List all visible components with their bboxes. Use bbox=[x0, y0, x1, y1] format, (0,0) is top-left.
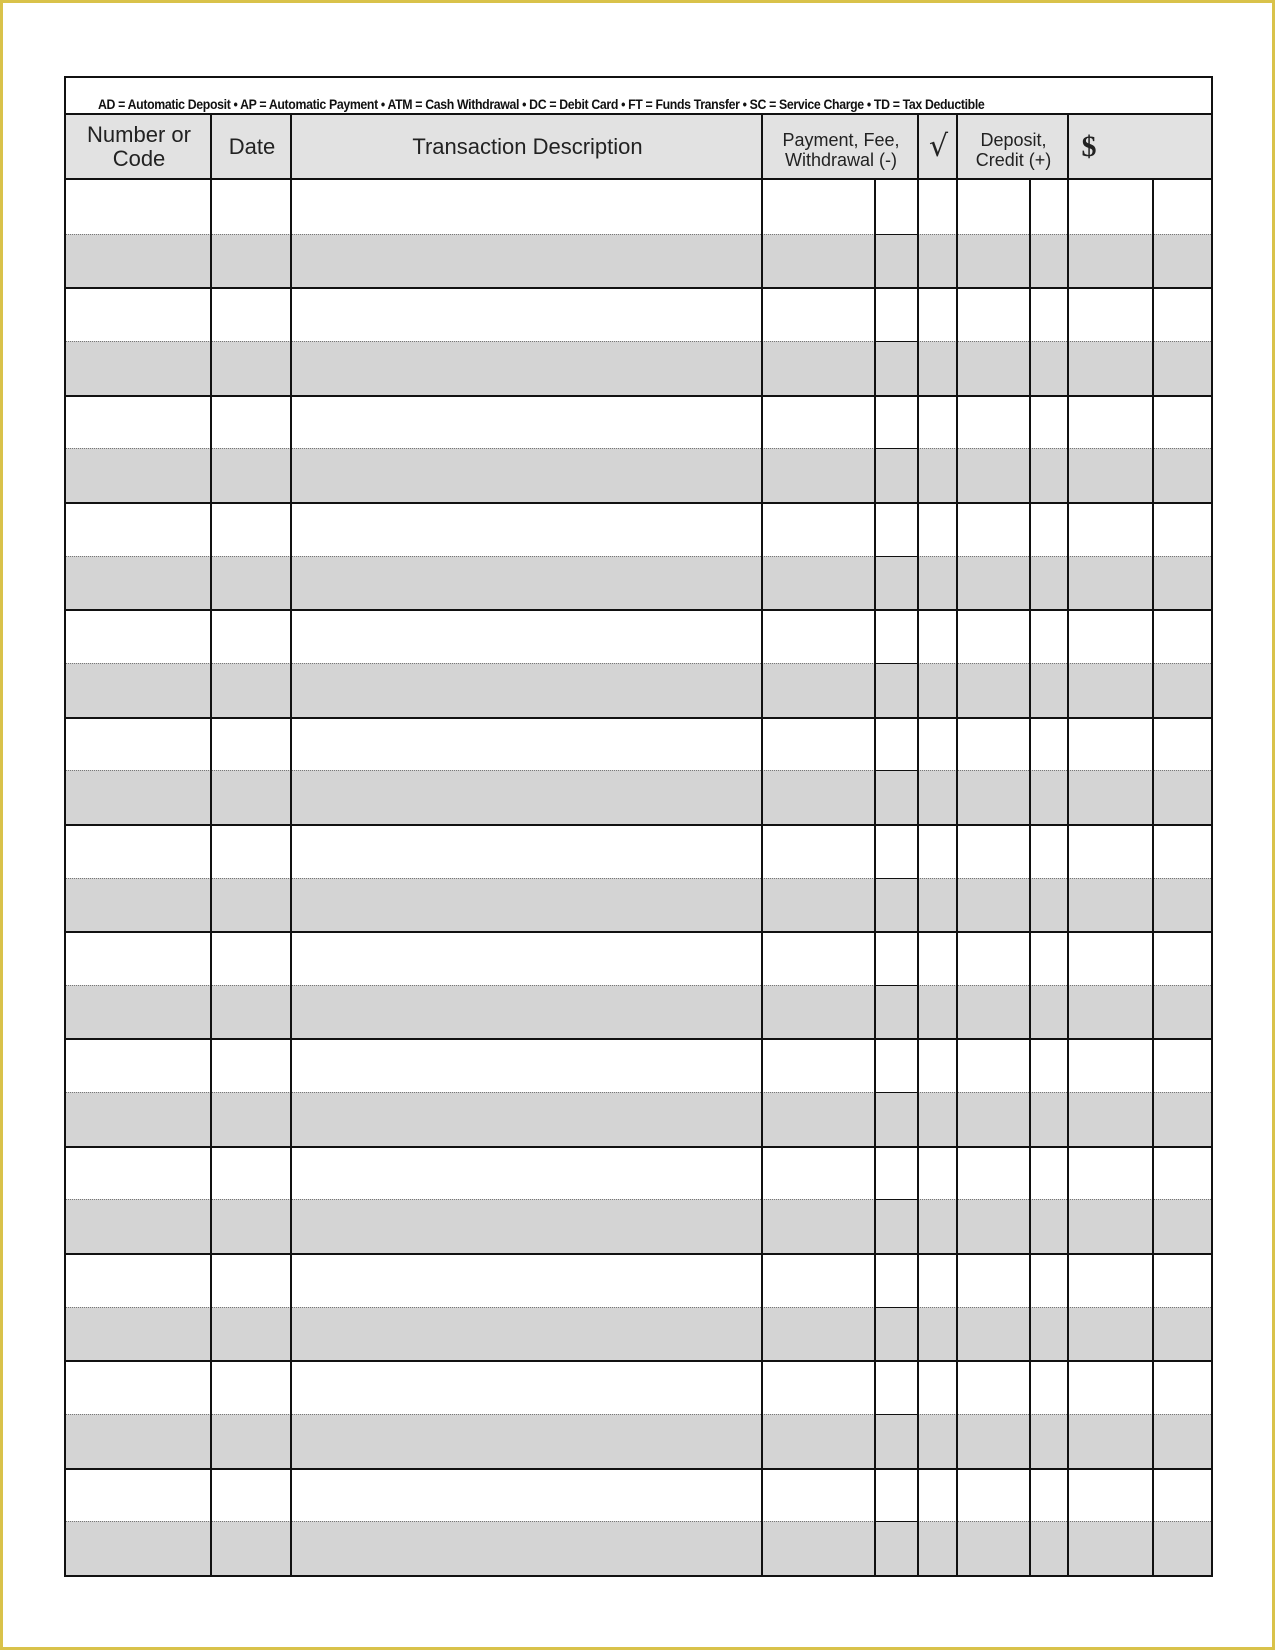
row-subdivider bbox=[874, 1414, 918, 1416]
register-entry-row[interactable] bbox=[66, 716, 1211, 771]
header-deposit: Deposit, Credit (+) bbox=[975, 129, 1052, 170]
register-entry-row[interactable] bbox=[66, 1360, 1211, 1414]
register-entry-row[interactable] bbox=[66, 931, 1211, 985]
register-rows bbox=[66, 180, 1211, 1575]
register-memo-row[interactable] bbox=[66, 662, 1211, 717]
cents-divider bbox=[874, 180, 876, 1575]
row-subdivider bbox=[874, 555, 918, 557]
register-memo-row[interactable] bbox=[66, 555, 1211, 610]
header-date: Date bbox=[228, 133, 276, 159]
register-entry-row[interactable] bbox=[66, 1038, 1211, 1092]
register-memo-row[interactable] bbox=[66, 340, 1211, 395]
row-subdivider bbox=[874, 1306, 918, 1308]
register-memo-row[interactable] bbox=[66, 877, 1211, 932]
header-check-icon: √ bbox=[928, 128, 949, 164]
col-divider bbox=[290, 115, 292, 1575]
register-memo-row[interactable] bbox=[66, 1092, 1211, 1146]
register-memo-row[interactable] bbox=[66, 1414, 1211, 1468]
row-subdivider bbox=[874, 662, 918, 664]
row-subdivider bbox=[874, 770, 918, 772]
register-entry-row[interactable] bbox=[66, 180, 1211, 234]
col-divider bbox=[956, 115, 958, 1575]
register-entry-row[interactable] bbox=[66, 1145, 1211, 1200]
row-subdivider bbox=[874, 340, 918, 342]
header-number-or-code: Number or Code bbox=[87, 122, 191, 171]
cents-divider bbox=[1152, 180, 1154, 1575]
register-entry-row[interactable] bbox=[66, 394, 1211, 449]
cents-divider bbox=[1029, 180, 1031, 1575]
register-entry-row[interactable] bbox=[66, 287, 1211, 341]
header-balance-dollar: $ bbox=[1081, 129, 1097, 163]
row-subdivider bbox=[874, 877, 918, 879]
register-memo-row[interactable] bbox=[66, 770, 1211, 824]
col-divider bbox=[761, 115, 763, 1575]
col-divider bbox=[917, 115, 919, 1575]
legend-text: AD = Automatic Deposit • AP = Automatic … bbox=[98, 96, 985, 112]
row-subdivider bbox=[874, 984, 918, 986]
row-subdivider bbox=[874, 1521, 918, 1523]
register-entry-row[interactable] bbox=[66, 823, 1211, 878]
register-memo-row[interactable] bbox=[66, 1199, 1211, 1254]
register-memo-row[interactable] bbox=[66, 1306, 1211, 1361]
code-legend: AD = Automatic Deposit • AP = Automatic … bbox=[66, 78, 1211, 115]
row-subdivider bbox=[874, 1199, 918, 1201]
register-memo-row[interactable] bbox=[66, 984, 1211, 1039]
register-memo-row[interactable] bbox=[66, 1521, 1211, 1575]
register-memo-row[interactable] bbox=[66, 448, 1211, 502]
table-header: Number or Code Date Transaction Descript… bbox=[66, 115, 1211, 180]
check-register-table: AD = Automatic Deposit • AP = Automatic … bbox=[64, 76, 1213, 1577]
register-entry-row[interactable] bbox=[66, 609, 1211, 663]
col-divider bbox=[210, 115, 212, 1575]
row-subdivider bbox=[874, 1092, 918, 1094]
header-transaction-description: Transaction Description bbox=[412, 133, 643, 159]
register-memo-row[interactable] bbox=[66, 233, 1211, 288]
header-payment: Payment, Fee, Withdrawal (-) bbox=[782, 129, 900, 170]
register-entry-row[interactable] bbox=[66, 501, 1211, 556]
row-subdivider bbox=[874, 233, 918, 235]
register-entry-row[interactable] bbox=[66, 1253, 1211, 1307]
register-entry-row[interactable] bbox=[66, 1467, 1211, 1522]
row-subdivider bbox=[874, 448, 918, 450]
col-divider bbox=[1067, 115, 1069, 1575]
